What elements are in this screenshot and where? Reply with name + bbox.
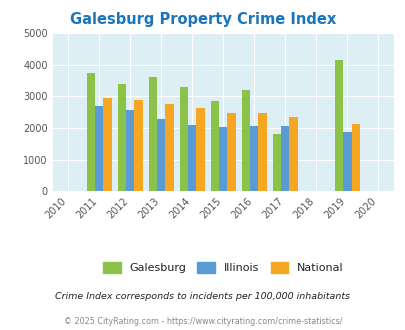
Bar xyxy=(148,77,157,191)
Bar xyxy=(157,118,165,191)
Bar xyxy=(87,73,95,191)
Bar xyxy=(210,101,219,191)
Bar xyxy=(179,87,188,191)
Bar xyxy=(351,124,359,191)
Bar xyxy=(249,125,258,191)
Bar xyxy=(165,104,173,191)
Bar xyxy=(196,108,205,191)
Bar xyxy=(126,110,134,191)
Bar xyxy=(188,125,196,191)
Bar xyxy=(272,134,280,191)
Bar xyxy=(117,84,126,191)
Text: © 2025 CityRating.com - https://www.cityrating.com/crime-statistics/: © 2025 CityRating.com - https://www.city… xyxy=(64,317,341,326)
Legend: Galesburg, Illinois, National: Galesburg, Illinois, National xyxy=(98,258,347,278)
Text: Crime Index corresponds to incidents per 100,000 inhabitants: Crime Index corresponds to incidents per… xyxy=(55,292,350,301)
Bar xyxy=(334,60,342,191)
Bar xyxy=(258,113,266,191)
Bar xyxy=(134,100,143,191)
Bar xyxy=(227,113,235,191)
Bar xyxy=(241,90,249,191)
Bar xyxy=(103,98,111,191)
Bar xyxy=(289,116,297,191)
Bar xyxy=(95,107,103,191)
Bar xyxy=(342,132,351,191)
Bar xyxy=(280,126,289,191)
Text: Galesburg Property Crime Index: Galesburg Property Crime Index xyxy=(70,12,335,26)
Bar xyxy=(219,127,227,191)
